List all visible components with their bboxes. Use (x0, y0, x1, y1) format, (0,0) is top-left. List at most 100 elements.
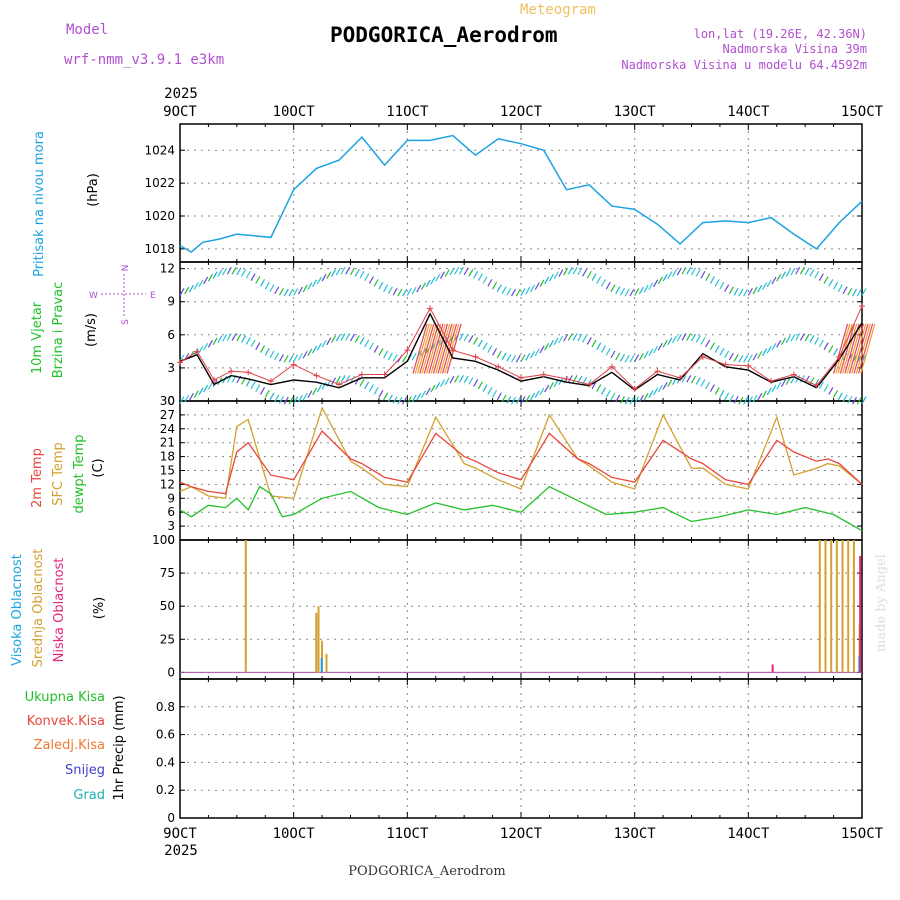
wind-barb (638, 394, 644, 403)
cloud-bar-srednja-oblacnost (824, 540, 827, 673)
wind-marker (518, 374, 524, 381)
wind-barb (269, 284, 275, 292)
wind-barb (411, 352, 417, 361)
wind-barb (364, 339, 370, 348)
cloud-bar-srednja-oblacnost (852, 540, 855, 673)
year-top: 2025 (164, 86, 198, 102)
wind-barb (629, 396, 635, 405)
model-label: Model (66, 22, 108, 38)
wind-barb (591, 381, 597, 390)
wind-barb (184, 394, 190, 403)
wind-barb (662, 381, 668, 390)
panel-1: 1018 1020 1022 1024 (144, 123, 863, 263)
wind-barb (269, 392, 275, 401)
wind-barb (179, 288, 185, 296)
wind-barb (259, 387, 266, 395)
wind-barb (672, 335, 678, 344)
wind-barb (340, 375, 346, 383)
wind-barb (776, 273, 782, 282)
wind-barb (643, 284, 649, 293)
wind-barb (733, 287, 739, 296)
y-tick-label: 0.2 (156, 783, 175, 797)
wind-barb (539, 279, 545, 288)
wind-barb (780, 271, 787, 279)
cloud-bar-srednja-oblacnost (325, 653, 328, 673)
wind-barb (847, 287, 853, 296)
wind-barb (828, 387, 834, 395)
footer-title: PODGORICA_Aerodrom (348, 864, 505, 879)
y-tick-label: 21 (160, 436, 175, 450)
y-tick-label: 3 (167, 361, 175, 375)
wind-barb (747, 288, 753, 296)
wind-barb (662, 340, 668, 348)
cloud-bar-niska-oblacnost (771, 664, 774, 673)
wind-barb (302, 350, 308, 359)
wind-barb (605, 281, 611, 290)
y-tick-label: 12 (160, 262, 175, 276)
wind-barb (705, 381, 711, 390)
wind-marker (290, 361, 297, 368)
wind-barb (255, 384, 261, 392)
wind-barb (529, 284, 535, 293)
wind-barb (548, 381, 554, 390)
model-elevation: Nadmorska Visina u modelu 64.4592m (621, 58, 867, 72)
y-tick-label: 3 (167, 519, 175, 533)
wind-barb (411, 286, 417, 295)
wind-barb (335, 267, 341, 276)
wind-barb (435, 381, 441, 390)
wind-barb (525, 352, 531, 361)
wind-barb (804, 333, 810, 342)
cloud-bar-srednja-oblacnost (835, 540, 838, 673)
wind-barb (421, 323, 437, 374)
wind-marker (859, 303, 865, 310)
wind-barb (695, 377, 701, 385)
wind-barb (814, 270, 820, 279)
wind-barb (297, 352, 303, 361)
wind-barb (477, 381, 483, 390)
wind-barb (837, 284, 843, 292)
y-tick-label: 12 (160, 477, 175, 491)
y-tick-label: 50 (160, 599, 175, 613)
wind-barb (468, 268, 474, 277)
wind-barb (368, 384, 374, 392)
y-tick-label: 0.4 (156, 755, 175, 769)
wind-marker (211, 377, 218, 384)
wind-barb (302, 392, 308, 401)
wind-barb (752, 394, 758, 403)
x-tick-label-top: 12OCT (500, 104, 543, 120)
wind-barb (487, 387, 493, 395)
mid-cloud-label: Srednja Oblacnost (31, 549, 46, 668)
wind-barb (738, 396, 744, 405)
wind-barb (406, 288, 412, 296)
wind-barb (515, 396, 521, 405)
x-tick-label-bottom: 11OCT (386, 826, 429, 842)
wind-barb (203, 276, 209, 285)
wind-barb (667, 271, 673, 279)
x-tick-label-bottom: 15OCT (841, 826, 884, 842)
wind-barb (288, 355, 294, 363)
wind-barb (492, 389, 498, 398)
wind-barb (861, 288, 867, 296)
wind-barb (752, 286, 758, 295)
wind-barb (600, 279, 607, 287)
wind-unit: (m/s) (84, 313, 99, 347)
wind-barb (316, 276, 322, 285)
wind-barb (855, 323, 871, 374)
x-tick-label-top: 15OCT (841, 104, 884, 120)
wind-barb (283, 288, 289, 297)
wind-barb (416, 323, 433, 374)
wind-marker (495, 363, 502, 370)
wind-barb (364, 381, 370, 390)
wind-barb (316, 342, 322, 351)
wind-barb (368, 276, 374, 284)
wind-barb (648, 348, 654, 357)
wind-barb (307, 348, 313, 357)
y-tick-label: 0 (167, 665, 175, 679)
wind-barb (345, 333, 351, 341)
y-tick-label: 15 (160, 464, 175, 478)
wind-barb (435, 273, 441, 282)
wind-barb (458, 266, 464, 275)
wind-barb (776, 340, 782, 348)
wind-barb (245, 337, 251, 345)
